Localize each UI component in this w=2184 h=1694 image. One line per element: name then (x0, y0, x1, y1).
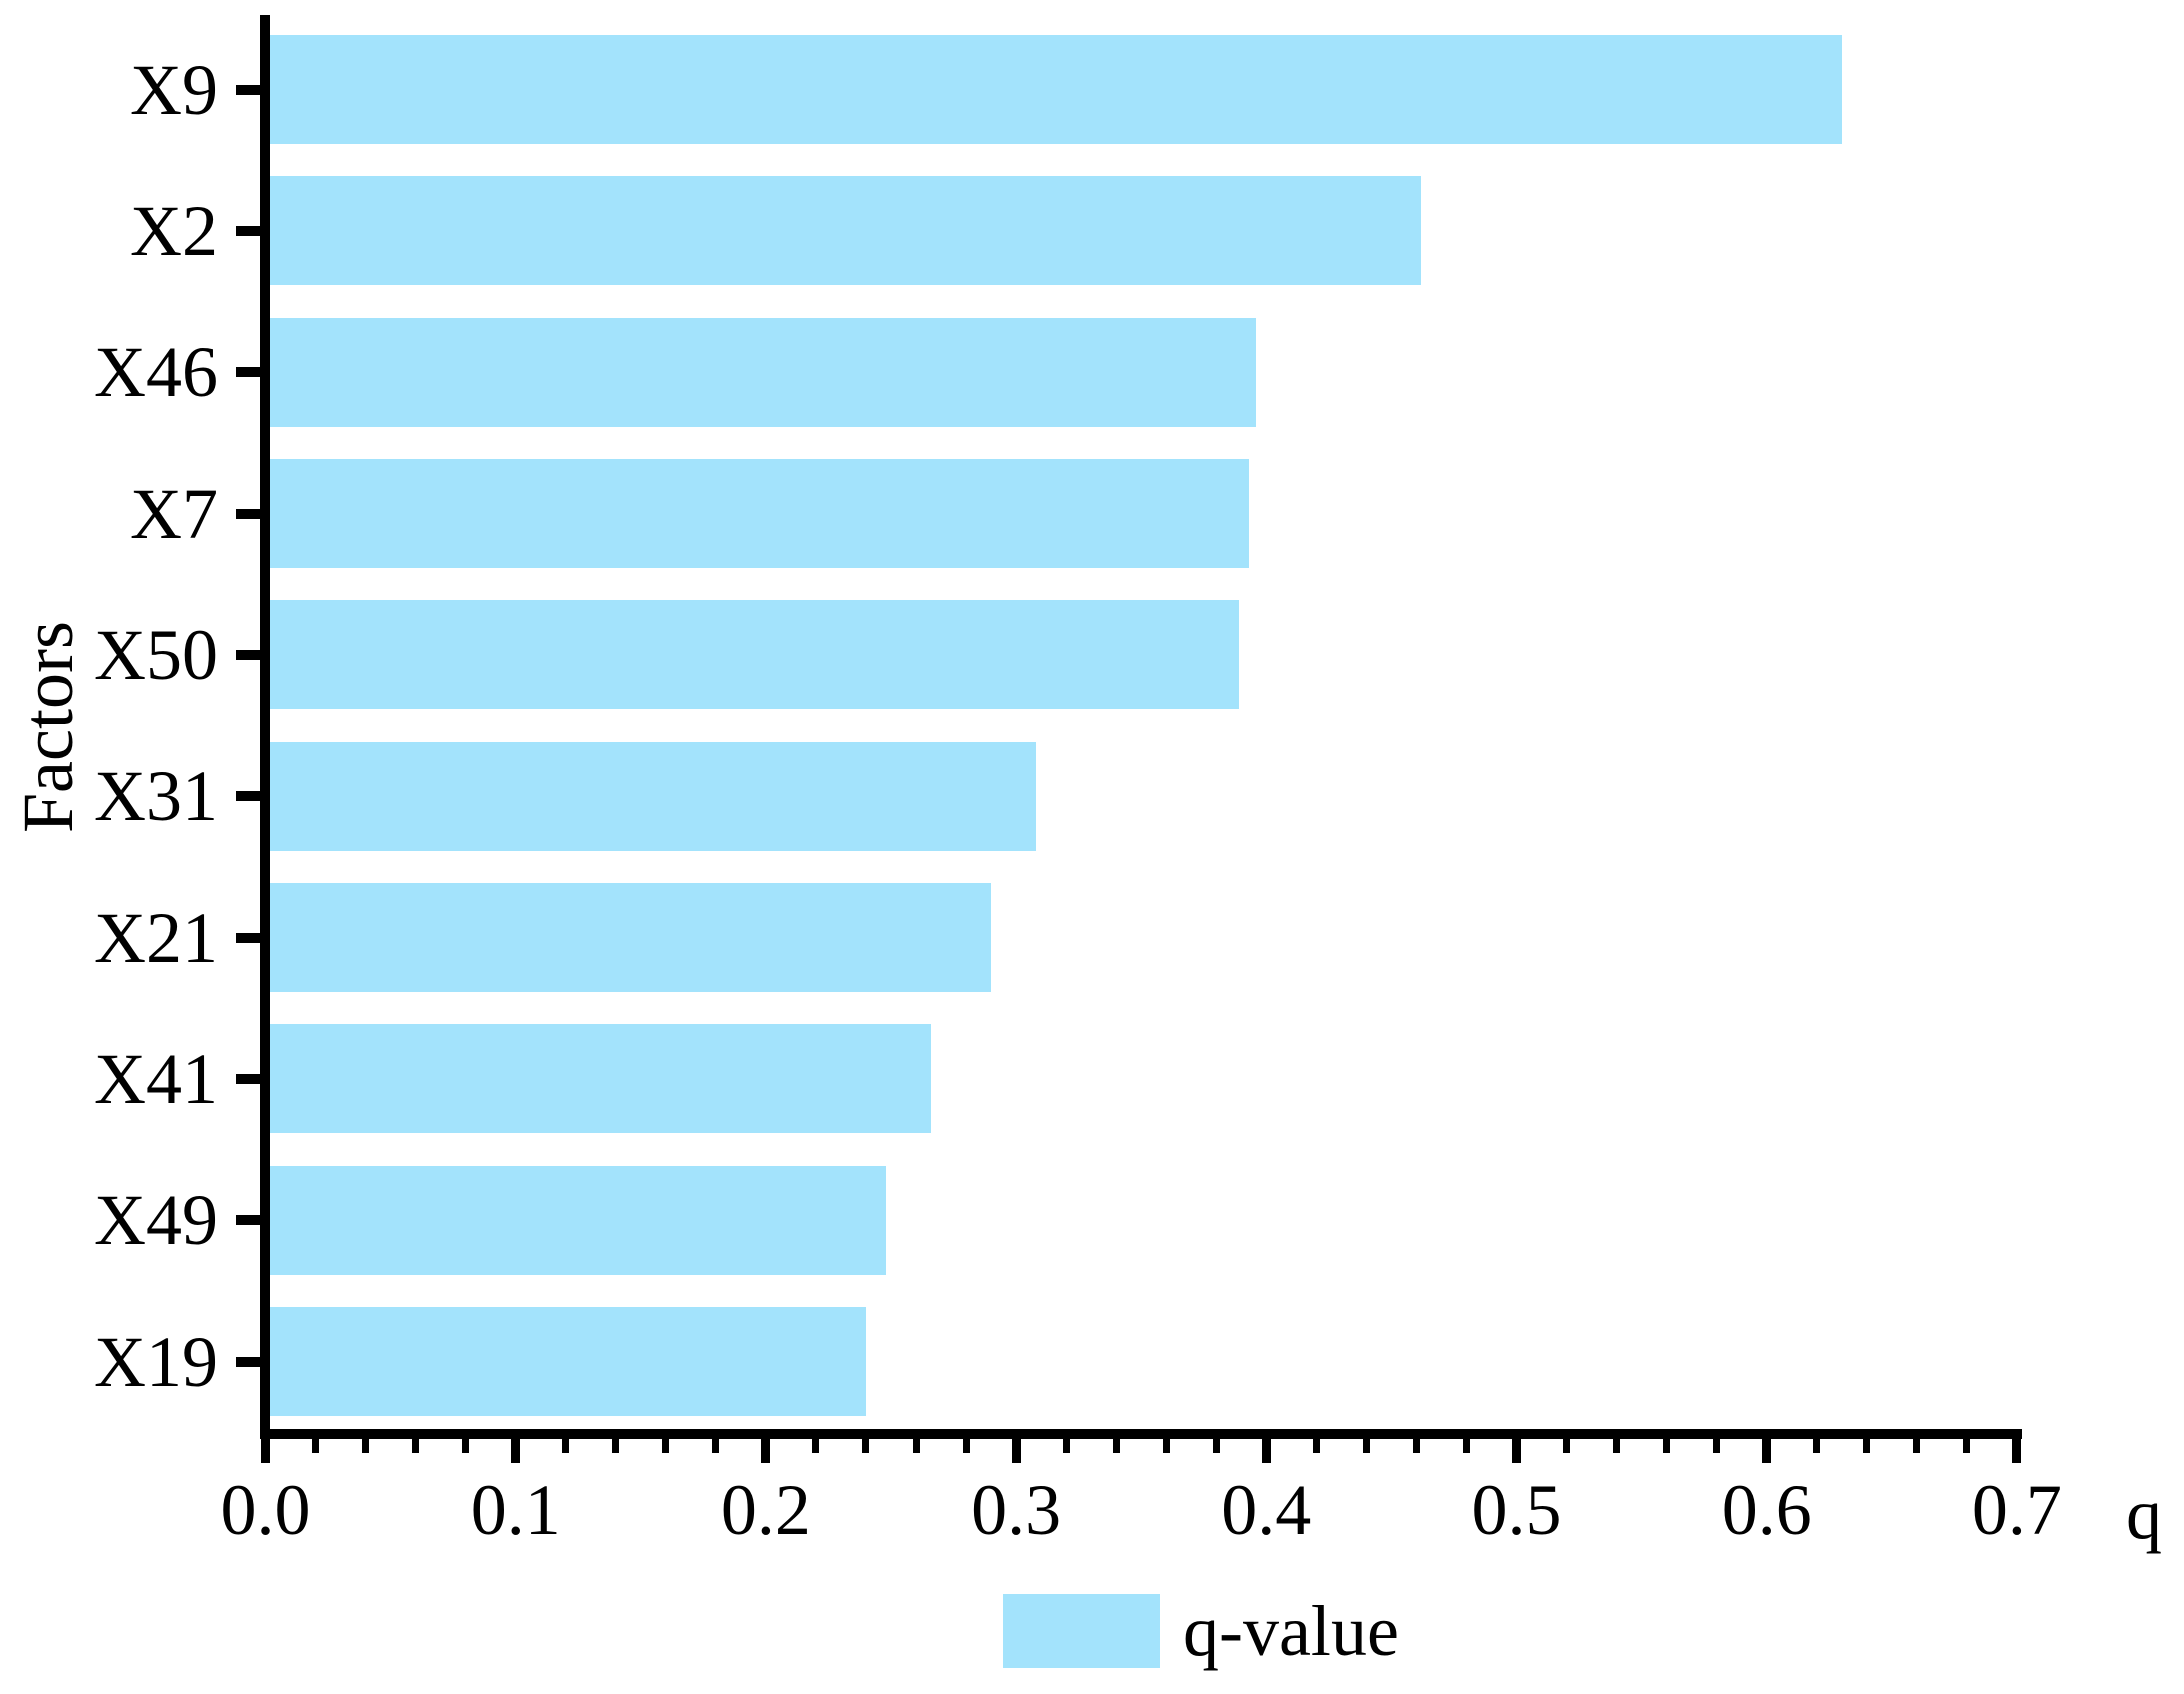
bar (270, 459, 1249, 569)
x-major-tick (761, 1439, 771, 1463)
x-major-tick (1512, 1439, 1521, 1463)
bar (270, 35, 1842, 144)
y-tick-label: X7 (130, 473, 218, 554)
x-minor-tick (1312, 1439, 1320, 1453)
x-tick-label: 0.4 (1221, 1470, 1312, 1550)
x-minor-tick (962, 1439, 970, 1453)
y-tick-label: X50 (94, 614, 218, 695)
bar (270, 1165, 886, 1275)
x-minor-tick (1963, 1439, 1971, 1453)
x-minor-tick (612, 1439, 620, 1453)
x-minor-tick (712, 1439, 720, 1453)
x-minor-tick (562, 1439, 570, 1453)
bar (270, 883, 992, 993)
x-major-tick (1762, 1439, 1772, 1463)
x-axis-line (260, 1429, 2022, 1439)
y-tick (236, 508, 260, 519)
x-minor-tick (412, 1439, 420, 1453)
legend: q-value (1003, 1594, 1603, 1668)
y-tick (236, 1356, 260, 1367)
bar (270, 741, 1037, 851)
x-minor-tick (1613, 1439, 1621, 1453)
x-minor-tick (1462, 1439, 1470, 1453)
y-tick-label: X46 (94, 332, 218, 413)
x-minor-tick (362, 1439, 370, 1453)
y-tick-label: X2 (130, 190, 218, 271)
x-minor-tick (1062, 1439, 1070, 1453)
bar (270, 176, 1422, 286)
x-major-tick (2012, 1439, 2022, 1463)
x-minor-tick (462, 1439, 470, 1453)
y-tick-label: X21 (94, 897, 218, 978)
y-tick (236, 1215, 260, 1226)
y-tick (236, 932, 260, 943)
y-tick-label: X9 (130, 49, 218, 130)
y-tick (236, 225, 260, 236)
legend-swatch (1003, 1594, 1160, 1668)
x-tick-label: 0.0 (220, 1470, 311, 1550)
x-minor-tick (662, 1439, 670, 1453)
x-minor-tick (1663, 1439, 1671, 1453)
x-tick-label: 0.7 (1971, 1470, 2062, 1550)
bar (270, 600, 1239, 710)
x-tick-label: 0.2 (720, 1470, 811, 1550)
x-minor-tick (1713, 1439, 1721, 1453)
x-minor-tick (1813, 1439, 1821, 1453)
x-minor-tick (912, 1439, 920, 1453)
x-major-tick (1011, 1439, 1021, 1463)
x-minor-tick (862, 1439, 870, 1453)
x-minor-tick (312, 1439, 320, 1453)
y-tick (236, 791, 260, 802)
x-minor-tick (812, 1439, 820, 1453)
y-tick (236, 649, 260, 660)
x-tick-label: 0.5 (1471, 1470, 1562, 1550)
x-tick-label: 0.3 (971, 1470, 1062, 1550)
y-tick-label: X49 (94, 1180, 218, 1261)
y-axis-line (260, 15, 270, 1439)
x-major-tick (1261, 1439, 1271, 1463)
y-tick-label: X41 (94, 1038, 218, 1119)
bar (270, 1024, 932, 1134)
x-minor-tick (1563, 1439, 1571, 1453)
bar (270, 317, 1257, 427)
x-minor-tick (1863, 1439, 1871, 1453)
y-tick-label: X31 (94, 756, 218, 837)
x-axis-title: q (2126, 1474, 2162, 1554)
y-tick (236, 1073, 260, 1084)
x-minor-tick (1212, 1439, 1220, 1453)
x-minor-tick (1162, 1439, 1170, 1453)
x-minor-tick (1412, 1439, 1420, 1453)
x-major-tick (261, 1439, 270, 1463)
legend-label: q-value (1183, 1591, 1399, 1671)
x-tick-label: 0.6 (1721, 1470, 1812, 1550)
y-tick (236, 84, 260, 95)
y-tick (236, 367, 260, 378)
y-tick-label: X19 (94, 1321, 218, 1402)
x-tick-label: 0.1 (470, 1470, 561, 1550)
bar (270, 1307, 866, 1417)
x-major-tick (511, 1439, 521, 1463)
y-axis-title: Factors (8, 621, 88, 833)
x-minor-tick (1112, 1439, 1120, 1453)
x-minor-tick (1913, 1439, 1921, 1453)
x-minor-tick (1362, 1439, 1370, 1453)
